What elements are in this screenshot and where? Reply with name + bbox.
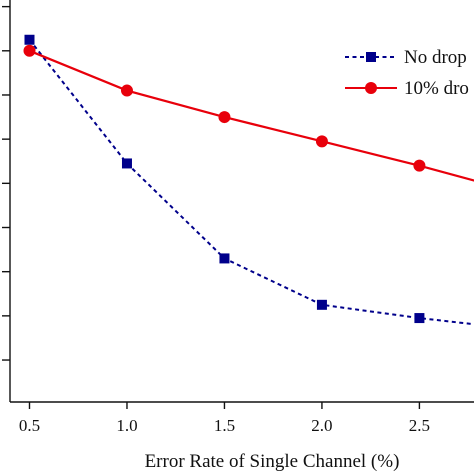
series-0 [24, 34, 474, 326]
series-layer [23, 34, 474, 326]
legend-item-0: No drop [345, 47, 467, 68]
series-line-0 [28, 39, 474, 326]
x-tick-label-3: 2.0 [311, 416, 332, 435]
x-tick-label-0: 0.5 [19, 416, 40, 435]
series-0-point-0 [24, 34, 35, 45]
legend: No drop 10% dro [345, 47, 469, 99]
legend-label-1: 10% dro [404, 78, 469, 99]
series-0-point-2 [219, 253, 230, 264]
x-axis-label: Error Rate of Single Channel (%) [145, 451, 400, 472]
series-line-1 [29, 49, 474, 182]
legend-label-0: No drop [404, 47, 467, 68]
series-0-point-1 [121, 158, 132, 169]
series-1 [23, 44, 474, 182]
series-1-point-4 [413, 159, 426, 172]
series-0-point-4 [414, 313, 425, 324]
legend-item-1: 10% dro [345, 78, 469, 99]
series-1-point-1 [120, 84, 133, 97]
x-tick-label-4: 2.5 [409, 416, 430, 435]
x-tick-label-2: 1.5 [214, 416, 235, 435]
x-tick-label-1: 1.0 [116, 416, 137, 435]
series-1-point-0 [23, 44, 36, 57]
legend-marker-1 [365, 82, 377, 94]
series-0-point-3 [316, 299, 327, 310]
ticks: 0.5 1.0 1.5 2.0 2.5 [2, 5, 430, 435]
series-1-point-2 [218, 111, 231, 124]
legend-marker-0 [366, 52, 376, 62]
series-1-point-3 [315, 135, 328, 148]
axes [9, 0, 474, 403]
